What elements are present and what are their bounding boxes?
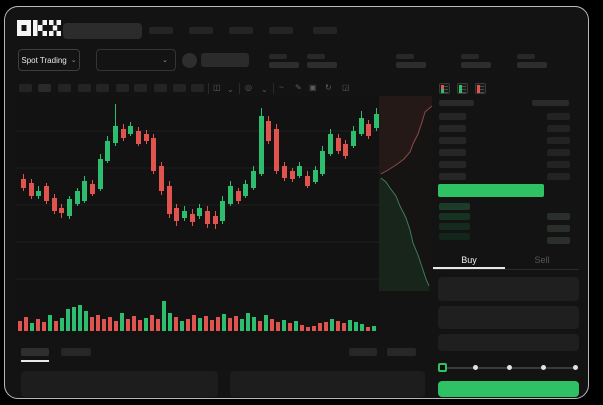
timeframe-button[interactable] [19, 84, 32, 92]
bid-price[interactable] [439, 213, 470, 220]
stat-value [461, 62, 491, 68]
bid-amount [547, 225, 570, 232]
stat-label [461, 54, 479, 59]
nav-item[interactable] [229, 27, 253, 34]
bid-price[interactable] [439, 203, 470, 210]
chart-type-icon[interactable]: ◫ [213, 83, 221, 92]
nav-item[interactable] [313, 27, 337, 34]
timeframe-button[interactable] [96, 84, 109, 92]
chevron-down-icon[interactable]: ⌄ [227, 85, 234, 94]
ask-price[interactable] [439, 125, 466, 132]
chart-option-button[interactable] [349, 348, 377, 356]
line-tool-icon[interactable]: ~ [279, 83, 284, 92]
timeframe-button[interactable] [173, 84, 186, 92]
chart-tab-active[interactable] [21, 348, 49, 356]
active-tab-underline [21, 360, 49, 362]
history-panel-placeholder [230, 371, 425, 397]
nav-item[interactable] [149, 27, 173, 34]
depth-chart[interactable] [379, 96, 432, 291]
stat-value [269, 62, 299, 68]
nav-item[interactable] [189, 27, 213, 34]
timeframe-button[interactable] [191, 84, 204, 92]
slider-stop-100[interactable] [573, 365, 578, 370]
coin-icon [182, 53, 197, 68]
ask-amount [547, 137, 570, 144]
orderbook-col-price-header [439, 100, 474, 106]
ask-price[interactable] [439, 149, 466, 156]
bid-amount [547, 237, 570, 244]
chevron-down-icon[interactable]: ⌄ [261, 85, 268, 94]
bid-amount [547, 213, 570, 220]
tab-buy[interactable]: Buy [461, 255, 477, 265]
pair-selector[interactable]: ⌄ [96, 49, 176, 71]
indicators-icon[interactable]: ◎ [245, 83, 252, 92]
timeframe-button[interactable] [154, 84, 167, 92]
ask-price[interactable] [439, 161, 466, 168]
percent-slider-handle[interactable] [438, 363, 447, 372]
ask-amount [547, 173, 570, 180]
ask-amount [547, 149, 570, 156]
market-type-label: Spot Trading [21, 55, 67, 65]
slider-stop-25[interactable] [473, 365, 478, 370]
tab-sell[interactable]: Sell [534, 255, 550, 265]
stat-label [269, 54, 287, 59]
toolbar-divider [208, 83, 209, 94]
orders-panel-placeholder [21, 371, 218, 397]
chart-tab[interactable] [61, 348, 91, 356]
slider-stop-75[interactable] [541, 365, 546, 370]
orderbook-view-bids-icon[interactable] [457, 83, 468, 94]
ask-price[interactable] [439, 137, 466, 144]
chart-option-button[interactable] [387, 348, 416, 356]
toolbar-divider [273, 83, 274, 94]
app-window: Spot Trading ⌄ ⌄ ◫ ⌄ ◎ ⌄ ~ ✎ ▣ ↻ ◲ [4, 6, 589, 399]
chevron-down-icon: ⌄ [70, 56, 77, 64]
toolbar-divider [239, 83, 240, 94]
snapshot-icon[interactable]: ▣ [309, 83, 317, 92]
timeframe-button[interactable] [116, 84, 129, 92]
nav-item[interactable] [269, 27, 293, 34]
bid-price[interactable] [439, 233, 470, 240]
ask-amount [547, 161, 570, 168]
market-type-selector[interactable]: Spot Trading ⌄ [18, 49, 80, 71]
timeframe-button[interactable] [78, 84, 91, 92]
candlestick-chart[interactable] [16, 96, 379, 337]
pair-name-placeholder [201, 53, 249, 67]
buy-button[interactable] [438, 381, 579, 397]
search-input[interactable] [63, 23, 142, 39]
orderbook-view-asks-icon[interactable] [475, 83, 486, 94]
slider-stop-50[interactable] [507, 365, 512, 370]
timeframe-button[interactable] [134, 84, 147, 92]
orderbook-view-all-icon[interactable] [439, 83, 450, 94]
buy-tab-underline [433, 267, 505, 269]
okx-logo[interactable] [17, 20, 61, 36]
ask-amount [547, 113, 570, 120]
price-input[interactable] [438, 277, 579, 301]
bid-price[interactable] [439, 223, 470, 230]
chevron-down-icon: ⌄ [162, 56, 168, 64]
stat-value [396, 62, 426, 68]
order-tabs [433, 251, 579, 270]
undo-icon[interactable]: ↻ [325, 83, 332, 92]
stat-label [517, 54, 535, 59]
amount-input[interactable] [438, 306, 579, 329]
stat-value [307, 62, 337, 68]
last-price-bar[interactable] [438, 184, 544, 197]
total-input[interactable] [438, 334, 579, 351]
timeframe-button[interactable] [38, 84, 51, 92]
stat-label [307, 54, 325, 59]
ask-price[interactable] [439, 173, 466, 180]
ask-price[interactable] [439, 113, 466, 120]
fullscreen-icon[interactable]: ◲ [342, 83, 350, 92]
orderbook-col-amount-header [532, 100, 569, 106]
timeframe-button[interactable] [58, 84, 71, 92]
draw-tool-icon[interactable]: ✎ [295, 83, 302, 92]
ask-amount [547, 125, 570, 132]
stat-label [396, 54, 414, 59]
stat-value [517, 62, 547, 68]
